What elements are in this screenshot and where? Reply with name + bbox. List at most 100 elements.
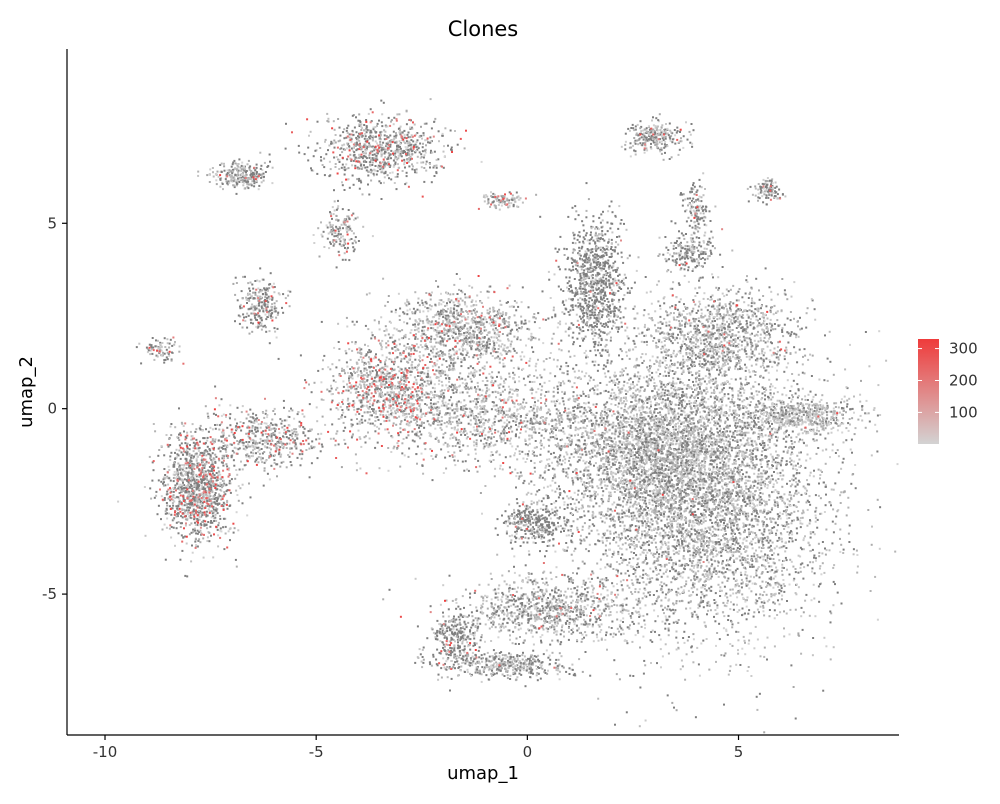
scatter-point	[736, 425, 739, 428]
scatter-point	[732, 592, 735, 595]
scatter-point	[697, 502, 700, 505]
scatter-point	[680, 512, 682, 515]
scatter-point	[750, 632, 752, 635]
scatter-point	[699, 566, 702, 569]
scatter-point	[731, 538, 734, 541]
scatter-point	[776, 614, 779, 616]
scatter-point	[664, 596, 667, 599]
scatter-point	[673, 382, 676, 385]
scatter-point	[727, 503, 730, 506]
scatter-point	[717, 514, 720, 516]
scatter-point	[749, 453, 752, 456]
scatter-point	[718, 414, 721, 417]
scatter-point	[788, 446, 790, 449]
scatter-point	[565, 475, 568, 478]
scatter-point	[662, 496, 665, 499]
scatter-point	[762, 481, 764, 484]
scatter-point	[548, 357, 551, 359]
scatter-point	[675, 636, 678, 639]
scatter-point	[747, 488, 750, 491]
scatter-point	[693, 463, 695, 466]
scatter-point	[714, 440, 717, 443]
scatter-point	[682, 555, 685, 558]
scatter-point	[678, 545, 681, 547]
scatter-point	[671, 492, 674, 495]
scatter-point	[751, 582, 754, 585]
scatter-point	[817, 468, 820, 471]
scatter-point	[824, 485, 827, 488]
scatter-point	[742, 491, 744, 494]
scatter-point	[794, 717, 797, 720]
scatter-point	[755, 598, 758, 601]
scatter-point	[683, 540, 686, 543]
scatter-point	[739, 391, 742, 394]
scatter-point	[674, 561, 677, 564]
scatter-point	[766, 328, 769, 331]
scatter-point	[635, 478, 638, 481]
scatter-point	[826, 379, 829, 382]
scatter-point	[704, 502, 706, 505]
scatter-point	[735, 527, 738, 530]
scatter-point	[697, 546, 700, 548]
scatter-point	[794, 392, 797, 395]
scatter-point	[626, 444, 629, 447]
scatter-point	[753, 440, 756, 443]
scatter-point	[543, 570, 546, 573]
scatter-point	[738, 473, 741, 476]
scatter-point	[845, 386, 848, 389]
scatter-point	[622, 452, 625, 455]
scatter-point	[627, 544, 630, 547]
scatter-point	[672, 621, 675, 624]
scatter-point	[710, 575, 713, 578]
scatter-point	[698, 500, 701, 503]
scatter-point	[706, 325, 708, 328]
scatter-point	[685, 429, 688, 432]
scatter-point	[671, 370, 674, 372]
scatter-point	[694, 514, 697, 516]
scatter-point	[655, 460, 658, 463]
scatter-point	[814, 615, 817, 618]
scatter-point	[718, 425, 721, 428]
scatter-point	[703, 570, 706, 572]
scatter-point	[755, 511, 758, 514]
scatter-point	[619, 391, 622, 394]
scatter-point	[571, 532, 574, 535]
scatter-point	[719, 524, 722, 527]
scatter-point	[814, 557, 817, 560]
scatter-point	[621, 402, 624, 405]
scatter-point	[722, 449, 725, 452]
scatter-point	[706, 556, 709, 559]
scatter-point	[691, 485, 694, 488]
scatter-point	[612, 284, 615, 287]
scatter-point	[778, 546, 781, 549]
scatter-point	[696, 489, 699, 492]
scatter-point	[694, 377, 697, 380]
scatter-point	[689, 396, 692, 399]
scatter-point	[740, 464, 743, 466]
scatter-point	[729, 608, 732, 611]
scatter-point	[797, 373, 800, 376]
scatter-point	[699, 516, 702, 519]
scatter-point	[706, 347, 709, 350]
scatter-point	[779, 474, 782, 477]
scatter-point	[804, 599, 807, 602]
scatter-point	[682, 589, 685, 592]
scatter-point	[679, 530, 682, 533]
scatter-point	[856, 554, 859, 556]
scatter-point	[748, 587, 751, 590]
scatter-point	[693, 404, 695, 407]
scatter-point	[781, 457, 784, 460]
scatter-point	[620, 462, 622, 465]
scatter-point	[729, 564, 732, 567]
scatter-point	[809, 390, 812, 393]
scatter-point	[819, 512, 822, 515]
scatter-point	[755, 463, 758, 466]
scatter-point	[699, 534, 702, 537]
scatter-point	[665, 555, 668, 558]
scatter-point	[768, 494, 771, 497]
scatter-point	[814, 318, 817, 321]
scatter-point	[622, 511, 625, 514]
scatter-point	[653, 410, 656, 413]
scatter-point	[657, 615, 659, 618]
scatter-point	[727, 492, 730, 495]
